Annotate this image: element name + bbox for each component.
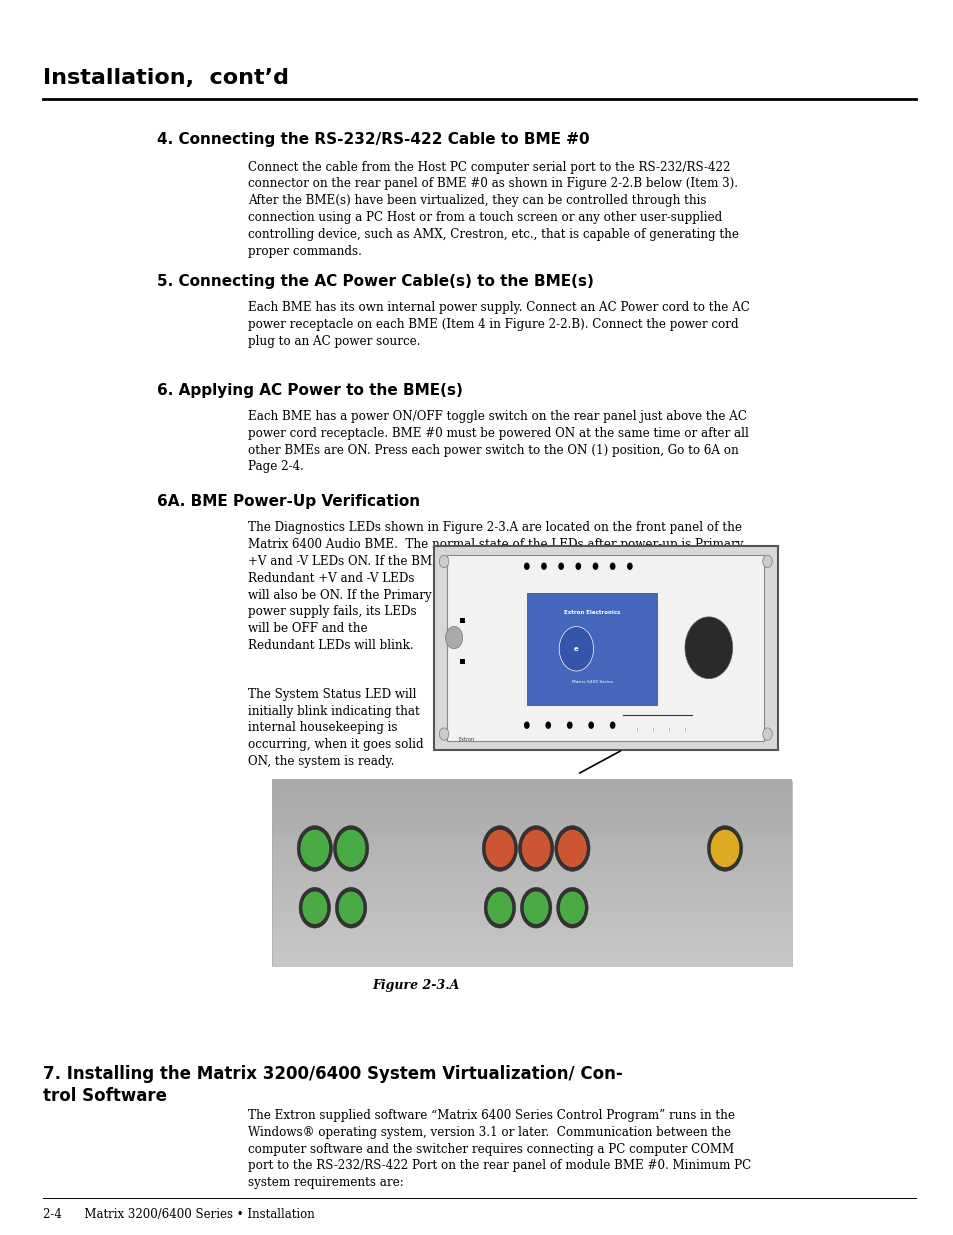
Text: 7. Installing the Matrix 3200/6400 System Virtualization/ Con-
trol Software: 7. Installing the Matrix 3200/6400 Syste… [43, 1065, 622, 1105]
Bar [272, 847, 791, 855]
Text: 2-4      Matrix 3200/6400 Series • Installation: 2-4 Matrix 3200/6400 Series • Installati… [43, 1208, 314, 1221]
Circle shape [557, 830, 586, 867]
Bar [272, 860, 791, 867]
Bar [272, 940, 791, 947]
Text: 6A. BME Power-Up Verification: 6A. BME Power-Up Verification [157, 494, 420, 509]
Circle shape [540, 562, 546, 569]
Bar [272, 810, 791, 818]
Circle shape [438, 556, 448, 568]
Circle shape [520, 887, 551, 929]
Bar [272, 878, 791, 885]
Circle shape [484, 830, 515, 867]
Circle shape [301, 892, 328, 924]
Circle shape [334, 825, 368, 872]
Text: Each BME has its own internal power supply. Connect an AC Power cord to the AC
p: Each BME has its own internal power supp… [248, 301, 749, 348]
Bar [272, 804, 791, 811]
Bar [272, 792, 791, 799]
Circle shape [300, 830, 330, 867]
Text: Redundant +V and -V LEDs
will also be ON. If the Primary
power supply fails, its: Redundant +V and -V LEDs will also be ON… [248, 572, 432, 652]
Circle shape [522, 892, 549, 924]
Text: Extron Electronics: Extron Electronics [563, 610, 619, 615]
Bar [272, 890, 791, 898]
Bar [272, 823, 791, 830]
Circle shape [486, 892, 513, 924]
FancyBboxPatch shape [526, 593, 657, 705]
Circle shape [523, 721, 529, 729]
Circle shape [335, 887, 366, 929]
Circle shape [545, 721, 551, 729]
Circle shape [335, 830, 365, 867]
Bar [272, 816, 791, 824]
Bar [272, 779, 791, 787]
Circle shape [709, 830, 740, 867]
Circle shape [520, 830, 551, 867]
Circle shape [483, 887, 515, 929]
FancyBboxPatch shape [447, 555, 763, 741]
Text: Installation,  cont’d: Installation, cont’d [43, 68, 289, 88]
Circle shape [707, 825, 741, 872]
Bar [272, 903, 791, 910]
Circle shape [297, 825, 333, 872]
Bar [272, 829, 791, 836]
FancyBboxPatch shape [434, 546, 777, 750]
Circle shape [337, 892, 364, 924]
Circle shape [762, 727, 772, 740]
Bar [272, 958, 791, 966]
Circle shape [481, 825, 517, 872]
Text: The Extron supplied software “Matrix 6400 Series Control Program” runs in the
Wi: The Extron supplied software “Matrix 640… [248, 1109, 751, 1189]
Circle shape [609, 721, 615, 729]
Text: Extron: Extron [457, 737, 474, 742]
Text: |: | [683, 727, 685, 731]
Text: Each BME has a power ON/OFF toggle switch on the rear panel just above the AC
po: Each BME has a power ON/OFF toggle switc… [248, 410, 748, 473]
Circle shape [566, 721, 572, 729]
Text: 4. Connecting the RS-232/RS-422 Cable to BME #0: 4. Connecting the RS-232/RS-422 Cable to… [157, 132, 589, 147]
Bar [272, 946, 791, 953]
Text: 6. Applying AC Power to the BME(s): 6. Applying AC Power to the BME(s) [157, 383, 463, 398]
Circle shape [588, 721, 594, 729]
Text: The Diagnostics LEDs shown in Figure 2-3.A are located on the front panel of the: The Diagnostics LEDs shown in Figure 2-3… [248, 521, 742, 568]
Text: Figure 2-3.A: Figure 2-3.A [372, 979, 459, 993]
Bar [272, 798, 791, 805]
Circle shape [556, 887, 587, 929]
Circle shape [518, 825, 553, 872]
Circle shape [558, 626, 593, 671]
Text: |: | [651, 727, 653, 731]
Circle shape [523, 562, 529, 569]
Text: |: | [667, 727, 669, 731]
Bar [459, 619, 464, 624]
Bar [272, 835, 791, 842]
Bar [272, 872, 791, 879]
Circle shape [299, 887, 330, 929]
Circle shape [592, 562, 598, 569]
Circle shape [558, 892, 584, 924]
Circle shape [558, 562, 563, 569]
Text: The System Status LED will
initially blink indicating that
internal housekeeping: The System Status LED will initially bli… [248, 688, 423, 768]
Text: Connect the cable from the Host PC computer serial port to the RS-232/RS-422
con: Connect the cable from the Host PC compu… [248, 161, 739, 258]
Bar [272, 897, 791, 904]
Text: Matrix 6400 Series: Matrix 6400 Series [571, 680, 612, 684]
Bar [272, 952, 791, 960]
Circle shape [575, 562, 580, 569]
Circle shape [554, 825, 589, 872]
Bar [459, 659, 464, 664]
Text: e: e [574, 646, 578, 652]
Bar [272, 909, 791, 916]
Text: 5. Connecting the AC Power Cable(s) to the BME(s): 5. Connecting the AC Power Cable(s) to t… [157, 274, 594, 289]
Bar [272, 853, 791, 861]
Bar [272, 915, 791, 923]
Bar [272, 841, 791, 848]
Bar [272, 921, 791, 929]
Text: |: | [636, 727, 637, 731]
Circle shape [609, 562, 615, 569]
Bar [272, 934, 791, 941]
Bar [272, 884, 791, 892]
Circle shape [445, 626, 462, 648]
Circle shape [762, 556, 772, 568]
Bar [272, 785, 791, 793]
Circle shape [684, 616, 732, 679]
Bar [272, 866, 791, 873]
Circle shape [438, 727, 448, 740]
Bar [272, 927, 791, 935]
Circle shape [626, 562, 632, 569]
